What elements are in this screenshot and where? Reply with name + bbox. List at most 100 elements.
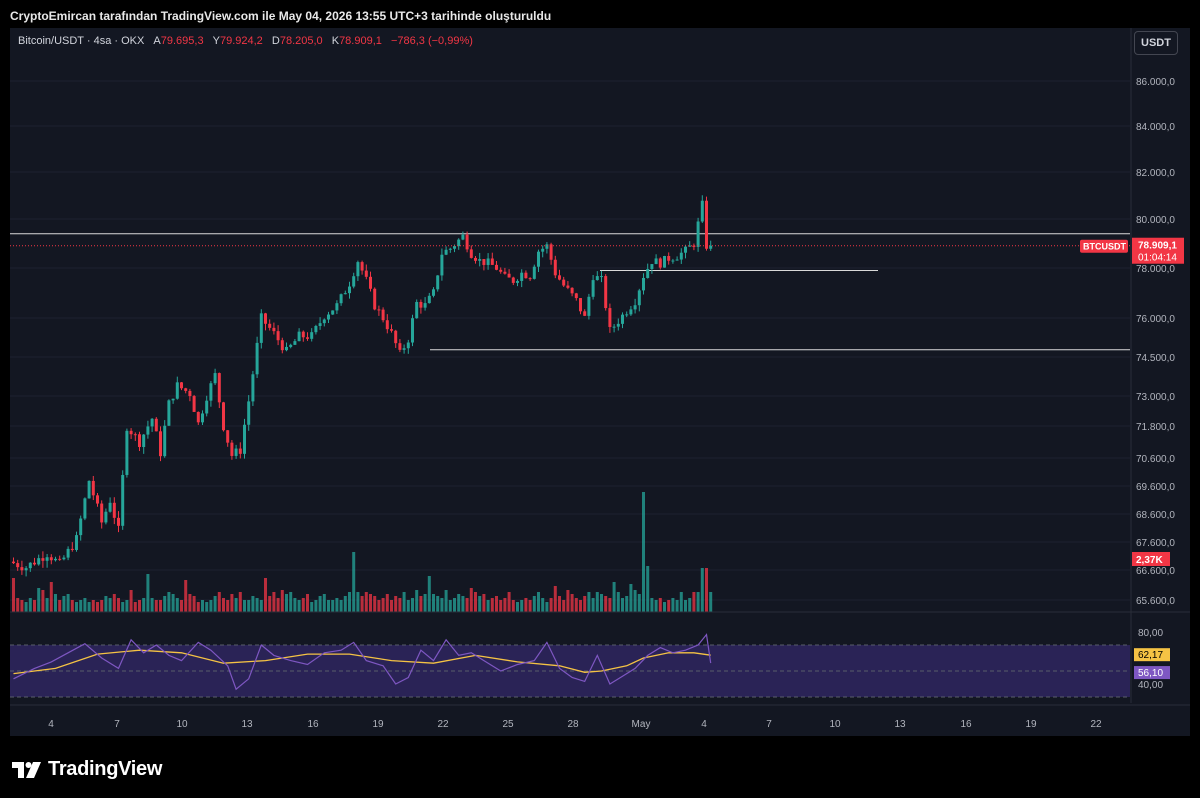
low-value: 78.205,0: [279, 35, 323, 47]
candle-body: [705, 200, 708, 249]
volume-bar: [545, 602, 549, 612]
volume-bar: [121, 602, 125, 612]
volume-bar: [583, 596, 587, 612]
candle-body: [87, 480, 91, 499]
volume-bar: [574, 598, 578, 612]
volume-bar: [436, 596, 440, 612]
candle-body: [310, 332, 314, 339]
volume-label-value: 2,37K: [1136, 555, 1163, 566]
volume-bar: [465, 598, 469, 612]
candle-body: [62, 557, 66, 560]
grid: [10, 80, 1130, 601]
candle-body: [541, 248, 545, 252]
candle-body: [24, 568, 28, 571]
chart-caption: CryptoEmircan tarafından TradingView.com…: [10, 9, 552, 23]
rsi-ma-label-box: [1134, 648, 1170, 662]
volume-bar: [146, 574, 150, 612]
volume-bar: [461, 596, 465, 612]
volume-bar: [537, 592, 540, 612]
volume-bar: [520, 600, 524, 612]
candle-body: [352, 276, 356, 287]
currency-button[interactable]: USDT: [1134, 31, 1178, 55]
candle-body: [255, 342, 259, 375]
volume-bar: [478, 596, 482, 612]
time-tick-label: 16: [960, 719, 972, 730]
volume-bar: [20, 600, 24, 612]
candle-body: [112, 502, 116, 518]
volume-bar: [705, 568, 708, 612]
volume-bar: [45, 598, 49, 612]
symbol-tag-label: BTCUSDT: [1083, 242, 1126, 252]
candle-body: [83, 498, 87, 519]
candle-body: [276, 331, 280, 341]
high-label: Y: [212, 35, 220, 47]
candle-body: [692, 245, 696, 247]
volume-bar: [398, 598, 402, 612]
tradingview-logo-text: TradingView: [48, 758, 163, 780]
price-tick-label: 69.600,0: [1136, 482, 1175, 493]
volume-bar: [251, 596, 255, 612]
volume-bar: [264, 578, 267, 612]
time-tick-label: 19: [372, 719, 384, 730]
candle-body: [142, 434, 146, 447]
candle-body: [322, 319, 326, 324]
candle-body: [20, 567, 24, 571]
volume-bar: [499, 600, 503, 612]
candle-body: [104, 511, 108, 523]
candle-body: [70, 548, 74, 550]
candle-body: [520, 272, 524, 281]
candle-body: [595, 276, 599, 281]
volume-bar: [54, 594, 57, 612]
candle-body: [377, 309, 381, 311]
volume-bar: [406, 600, 410, 612]
candle-body: [684, 246, 687, 253]
candle-body: [398, 343, 402, 350]
tradingview-logo[interactable]: TradingView: [12, 758, 162, 781]
symbol-tag-bg: [1080, 239, 1128, 253]
volume-bar: [360, 596, 364, 612]
volume-bar: [654, 600, 658, 612]
candle-body: [306, 337, 309, 339]
volume-bar: [700, 568, 704, 612]
time-tick-label: 22: [1090, 719, 1102, 730]
candle-body: [331, 310, 335, 315]
candle-body: [268, 323, 272, 328]
candle-body: [427, 295, 431, 304]
volume-bar: [201, 600, 204, 612]
time-tick-label: 13: [241, 719, 253, 730]
chart-panel[interactable]: 86.000,0 84.000,0 82.000,0 80.000,0 78.000,0…: [10, 28, 1190, 736]
volume-bar: [133, 602, 137, 612]
candle-body: [234, 448, 238, 456]
candle-body: [314, 326, 318, 333]
volume-bar: [692, 592, 696, 612]
volume-bar: [553, 586, 557, 612]
volume-bar: [549, 598, 553, 612]
volume-bar: [675, 600, 679, 612]
rsi-ma-label-value: 62,17: [1138, 650, 1163, 661]
low-label: D: [271, 35, 280, 47]
candle-body: [129, 430, 133, 435]
candle-body: [58, 558, 62, 560]
time-tick-label: May: [632, 719, 651, 730]
candle-body: [285, 346, 288, 351]
candle-body: [318, 323, 322, 327]
chart-canvas[interactable]: 86.000,0 84.000,0 82.000,0 80.000,0 78.000,0…: [10, 28, 1190, 736]
candle-body: [146, 426, 150, 435]
volume-bar: [49, 582, 53, 612]
candle-body: [507, 273, 511, 278]
candle-body: [100, 503, 104, 523]
volume-bar: [490, 598, 494, 612]
volume-bar: [604, 596, 608, 612]
candle-body: [167, 400, 171, 426]
volume-bar: [385, 594, 389, 612]
candle-body: [339, 294, 343, 304]
price-tick-label: 66.600,0: [1136, 566, 1175, 577]
volume-bar: [532, 596, 536, 612]
candle-body: [360, 262, 364, 271]
open-label: A: [153, 35, 161, 47]
symbol-label[interactable]: Bitcoin/USDT · 4sa · OKX: [18, 35, 145, 47]
time-tick-label: 19: [1025, 719, 1037, 730]
candle-body: [45, 557, 49, 561]
volume-bar: [230, 594, 234, 612]
candle-body: [385, 320, 389, 330]
